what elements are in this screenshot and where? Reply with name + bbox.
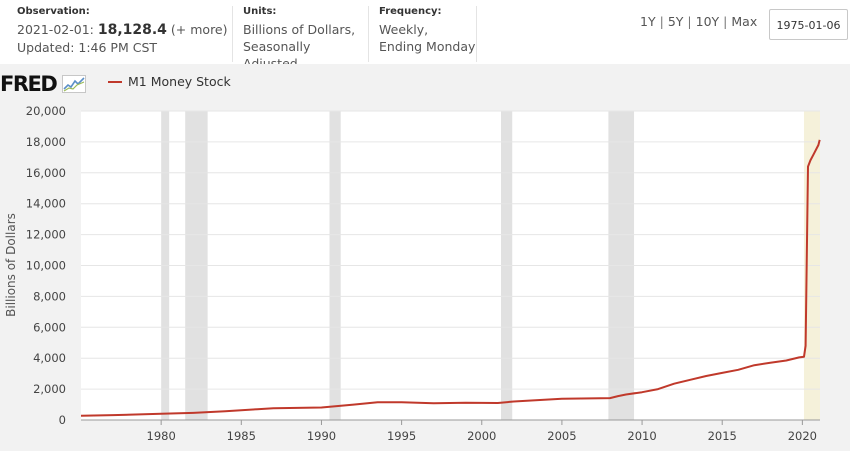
y-tick-label: 0 <box>59 413 66 427</box>
units-label: Units: <box>243 6 277 17</box>
frequency-line2: Ending Monday <box>379 39 476 54</box>
x-tick-label: 2005 <box>547 429 576 443</box>
range-button-10y[interactable]: 10Y <box>695 14 720 29</box>
y-tick-label: 16,000 <box>26 166 66 180</box>
y-tick-label: 10,000 <box>26 259 66 273</box>
divider <box>476 6 477 62</box>
units-line1: Billions of Dollars, <box>243 22 356 37</box>
x-tick-label: 2020 <box>788 429 817 443</box>
header: Observation: 2021-02-01: 18,128.4 (+ mor… <box>0 0 850 71</box>
y-tick-label: 14,000 <box>26 197 66 211</box>
y-tick-label: 12,000 <box>26 228 66 242</box>
series-line-m1-money-stock <box>80 139 821 417</box>
frequency-panel: Frequency: Weekly, Ending Monday <box>379 6 479 62</box>
range-button-1y[interactable]: 1Y <box>640 14 656 29</box>
x-tick-label: 1990 <box>307 429 336 443</box>
legend-swatch <box>108 80 122 83</box>
x-tick-label: 2015 <box>708 429 737 443</box>
y-axis: 0 2,000 4,000 6,000 8,000 10,000 12,000 14,000 1… <box>26 104 66 427</box>
frequency-label: Frequency: <box>379 6 442 17</box>
fred-logo: FRED <box>0 72 87 96</box>
observation-date: 2021-02-01: <box>17 22 94 37</box>
y-tick-label: 6,000 <box>33 320 66 334</box>
separator: | <box>687 14 692 29</box>
y-tick-label: 18,000 <box>26 135 66 149</box>
divider <box>368 6 369 62</box>
range-button-5y[interactable]: 5Y <box>667 14 684 29</box>
range-buttons: 1Y | 5Y | 10Y | Max <box>640 14 757 29</box>
legend-label: M1 Money Stock <box>128 74 231 89</box>
x-axis: 1980 1985 1990 1995 2000 2005 2010 2015 2020 <box>81 419 820 443</box>
observation-more-link[interactable]: (+ more) <box>170 22 228 37</box>
separator: | <box>723 14 728 29</box>
y-tick-label: 20,000 <box>26 104 66 118</box>
divider <box>232 6 233 62</box>
y-axis-label: Billions of Dollars <box>4 213 18 317</box>
y-tick-label: 4,000 <box>33 351 66 365</box>
y-tick-label: 2,000 <box>33 382 66 396</box>
frequency-line1: Weekly, <box>379 22 429 37</box>
updated-text: Updated: 1:46 PM CST <box>17 40 158 55</box>
observation-label: Observation: <box>17 6 90 17</box>
range-button-max[interactable]: Max <box>731 14 758 29</box>
x-tick-label: 2000 <box>467 429 496 443</box>
x-tick-label: 1980 <box>147 429 176 443</box>
x-tick-label: 1995 <box>387 429 416 443</box>
units-panel: Units: Billions of Dollars, Seasonally A… <box>243 6 368 71</box>
y-tick-label: 8,000 <box>33 289 66 303</box>
observation-panel: Observation: 2021-02-01: 18,128.4 (+ mor… <box>17 6 232 62</box>
fred-chart-icon <box>62 75 87 93</box>
logo-text: FRED <box>0 72 58 96</box>
x-tick-label: 1985 <box>227 429 256 443</box>
separator: | <box>659 14 664 29</box>
start-date-input[interactable]: 1975-01-06 <box>769 9 848 40</box>
observation-value: 18,128.4 <box>97 22 167 38</box>
legend[interactable]: M1 Money Stock <box>108 74 231 89</box>
x-tick-label: 2010 <box>627 429 656 443</box>
